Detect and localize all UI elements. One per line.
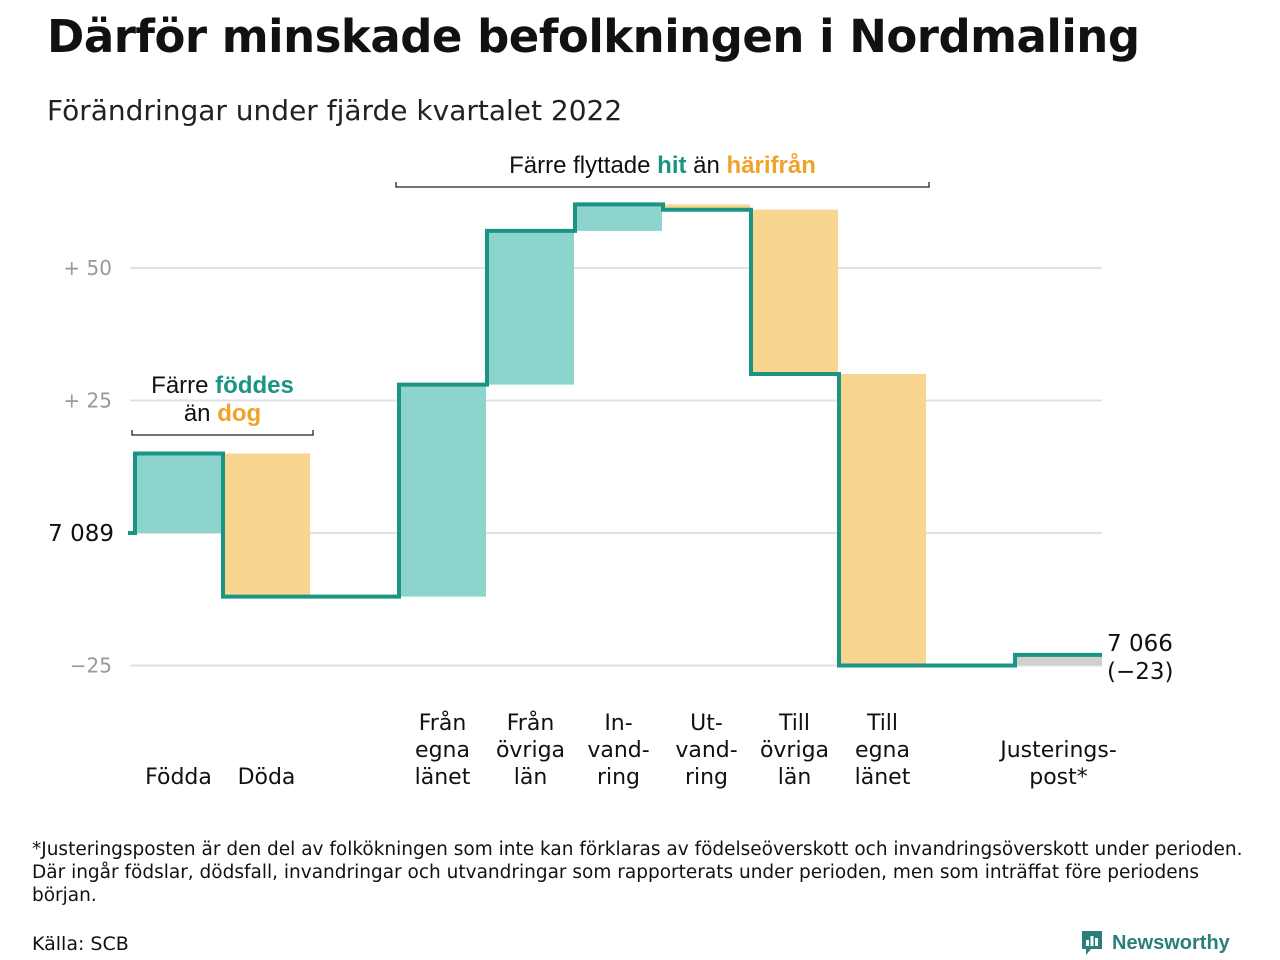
category-label: länet bbox=[855, 765, 911, 790]
waterfall-bar bbox=[399, 384, 486, 597]
category-label: Födda bbox=[145, 765, 212, 790]
start-value-label: 7 089 bbox=[48, 521, 114, 547]
category-label: egna bbox=[415, 738, 470, 763]
category-label: vand- bbox=[675, 738, 737, 763]
category-label: Justerings- bbox=[998, 738, 1117, 763]
category-label: egna bbox=[855, 738, 910, 763]
category-label: län bbox=[778, 765, 812, 790]
y-tick-label: + 50 bbox=[63, 256, 112, 280]
chart-subtitle: Förändringar under fjärde kvartalet 2022 bbox=[47, 94, 623, 127]
category-label: länet bbox=[415, 765, 471, 790]
category-label: Ut- bbox=[690, 711, 723, 736]
category-label: ring bbox=[685, 765, 728, 790]
brand-logo: Newsworthy bbox=[1080, 928, 1230, 958]
category-label: Till bbox=[778, 711, 810, 736]
footnote: *Justeringsposten är den del av folkökni… bbox=[32, 839, 1243, 906]
category-label: Från bbox=[507, 710, 555, 736]
waterfall-bar bbox=[663, 204, 750, 210]
brand-name: Newsworthy bbox=[1112, 931, 1230, 954]
waterfall-bar bbox=[575, 204, 662, 231]
end-value-label: 7 066 bbox=[1107, 631, 1173, 657]
y-tick-label: + 25 bbox=[63, 389, 112, 413]
waterfall-bar bbox=[135, 453, 222, 533]
annotation-bracket bbox=[131, 430, 314, 436]
category-label: Från bbox=[419, 710, 467, 736]
cumulative-step-line bbox=[128, 202, 1102, 668]
newsworthy-icon bbox=[1082, 931, 1102, 955]
chart-title: Därför minskade befolkningen i Nordmalin… bbox=[47, 10, 1140, 63]
waterfall-bar bbox=[487, 230, 574, 385]
category-label: Döda bbox=[238, 765, 296, 790]
category-label: län bbox=[514, 765, 548, 790]
end-change-label: (−23) bbox=[1107, 659, 1173, 685]
category-label: In- bbox=[604, 711, 632, 736]
waterfall-bar bbox=[1015, 654, 1102, 666]
y-tick-label: −25 bbox=[70, 654, 112, 678]
waterfall-bar bbox=[751, 209, 838, 374]
annotation-text: än dog bbox=[184, 400, 261, 427]
annotation-bracket bbox=[395, 182, 930, 188]
source-label: Källa: SCB bbox=[32, 933, 129, 955]
waterfall-bar bbox=[223, 453, 310, 597]
annotation-text: Färre flyttade hit än härifrån bbox=[509, 152, 816, 179]
category-label: övriga bbox=[496, 738, 565, 763]
waterfall-bar bbox=[839, 374, 926, 666]
annotation-text: Färre föddes bbox=[151, 372, 294, 399]
category-label: post* bbox=[1029, 765, 1088, 790]
category-label: övriga bbox=[760, 738, 829, 763]
category-label: ring bbox=[597, 765, 640, 790]
category-label: vand- bbox=[587, 738, 649, 763]
category-label: Till bbox=[866, 711, 898, 736]
